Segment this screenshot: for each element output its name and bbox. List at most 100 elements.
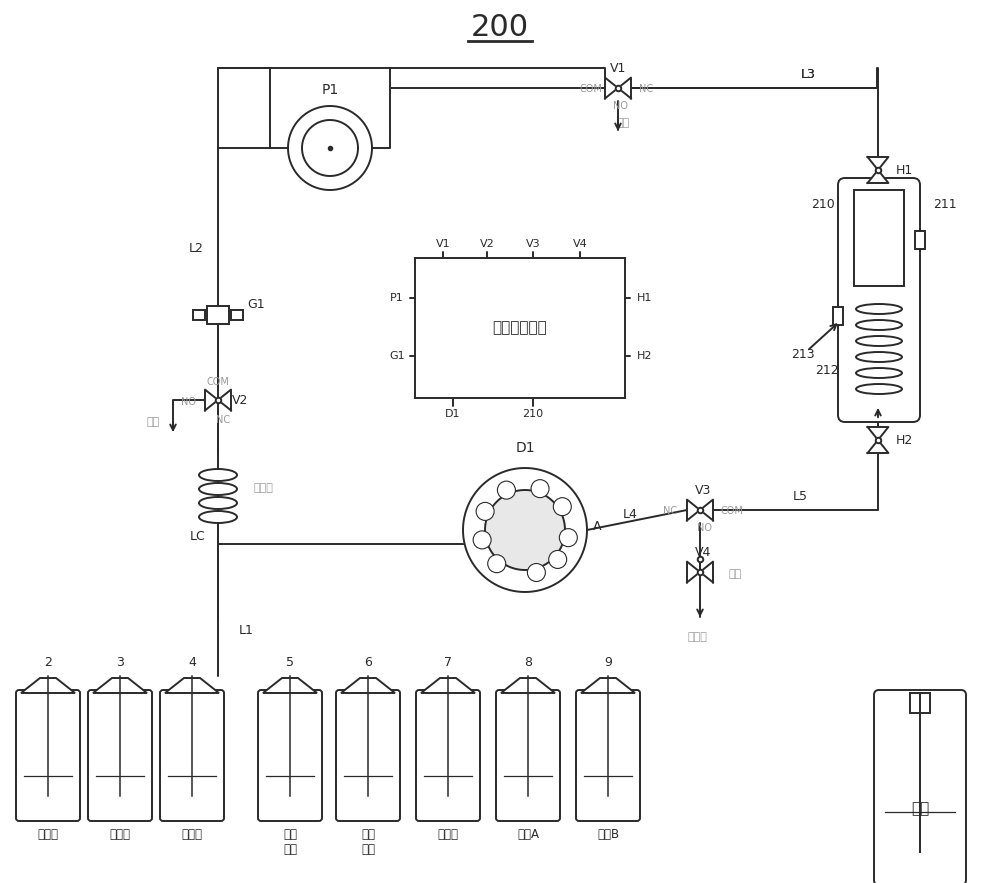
Text: 实际
水样: 实际 水样 <box>283 828 297 856</box>
Text: 性能
水样: 性能 水样 <box>361 828 375 856</box>
FancyBboxPatch shape <box>16 690 80 821</box>
Text: H2: H2 <box>895 434 913 447</box>
Text: 9: 9 <box>555 555 561 564</box>
FancyBboxPatch shape <box>576 690 640 821</box>
Ellipse shape <box>199 483 237 495</box>
Text: H1: H1 <box>637 293 653 303</box>
Text: LC: LC <box>190 530 206 542</box>
Ellipse shape <box>473 531 491 549</box>
FancyBboxPatch shape <box>416 690 480 821</box>
FancyBboxPatch shape <box>336 690 400 821</box>
Text: 4: 4 <box>482 507 488 517</box>
Text: 稀释液: 稀释液 <box>438 828 458 841</box>
Polygon shape <box>263 678 317 693</box>
Text: NO: NO <box>180 397 196 407</box>
Polygon shape <box>485 490 565 570</box>
FancyBboxPatch shape <box>915 231 925 249</box>
Text: L3: L3 <box>801 67 815 80</box>
Ellipse shape <box>856 352 902 362</box>
Text: V2: V2 <box>232 395 248 407</box>
Text: 212: 212 <box>815 365 839 378</box>
FancyBboxPatch shape <box>833 307 843 325</box>
Text: D1: D1 <box>445 409 461 419</box>
Text: V2: V2 <box>480 239 494 249</box>
Polygon shape <box>868 170 888 183</box>
Text: 5: 5 <box>503 485 510 495</box>
Text: V4: V4 <box>695 546 711 559</box>
Text: A: A <box>593 520 601 533</box>
FancyBboxPatch shape <box>415 258 625 398</box>
Text: L2: L2 <box>189 241 203 254</box>
Ellipse shape <box>856 336 902 346</box>
Polygon shape <box>700 500 713 520</box>
Polygon shape <box>421 678 475 693</box>
Text: L1: L1 <box>239 623 253 637</box>
Text: NC: NC <box>663 506 677 516</box>
Text: P1: P1 <box>321 83 339 97</box>
Text: COM: COM <box>207 377 229 387</box>
Text: 标样一: 标样一 <box>38 828 58 841</box>
Text: V1: V1 <box>610 62 626 74</box>
Text: P1: P1 <box>390 293 404 303</box>
Polygon shape <box>288 106 372 190</box>
Text: 定量环: 定量环 <box>253 483 273 493</box>
Text: 210: 210 <box>522 409 544 419</box>
Ellipse shape <box>199 511 237 523</box>
Ellipse shape <box>549 550 567 569</box>
Polygon shape <box>700 562 713 583</box>
Polygon shape <box>501 678 555 693</box>
Ellipse shape <box>199 469 237 481</box>
Polygon shape <box>868 427 888 440</box>
Text: 3: 3 <box>116 655 124 668</box>
Ellipse shape <box>476 502 494 520</box>
Ellipse shape <box>856 304 902 314</box>
FancyBboxPatch shape <box>838 178 920 422</box>
Text: 2: 2 <box>494 559 500 569</box>
Text: 200: 200 <box>471 13 529 42</box>
Text: NO: NO <box>698 523 712 533</box>
Text: L5: L5 <box>792 489 808 502</box>
FancyBboxPatch shape <box>193 310 205 320</box>
FancyBboxPatch shape <box>160 690 224 821</box>
Polygon shape <box>21 678 75 693</box>
Polygon shape <box>165 678 219 693</box>
Text: D1: D1 <box>515 441 535 455</box>
Text: 9: 9 <box>604 655 612 668</box>
Ellipse shape <box>488 555 506 573</box>
Polygon shape <box>868 157 888 170</box>
Polygon shape <box>93 678 147 693</box>
FancyBboxPatch shape <box>88 690 152 821</box>
Ellipse shape <box>856 368 902 378</box>
Text: 2: 2 <box>44 655 52 668</box>
Text: 标样二: 标样二 <box>110 828 130 841</box>
Text: 清洗液: 清洗液 <box>687 632 707 642</box>
Polygon shape <box>605 78 618 98</box>
FancyBboxPatch shape <box>258 690 322 821</box>
Ellipse shape <box>559 529 577 547</box>
Ellipse shape <box>856 384 902 394</box>
Polygon shape <box>581 678 635 693</box>
Text: V1: V1 <box>436 239 450 249</box>
Text: 213: 213 <box>791 348 815 360</box>
Text: 标样三: 标样三 <box>182 828 202 841</box>
Text: 试剂B: 试剂B <box>597 828 619 841</box>
FancyBboxPatch shape <box>874 690 966 883</box>
Text: NC: NC <box>216 415 230 425</box>
Text: 可编程控制器: 可编程控制器 <box>493 321 547 336</box>
Text: V3: V3 <box>695 484 711 496</box>
FancyBboxPatch shape <box>854 190 904 286</box>
Text: 8: 8 <box>565 532 571 543</box>
Text: 3: 3 <box>479 535 485 545</box>
Text: 211: 211 <box>933 199 957 212</box>
Text: COM: COM <box>580 84 602 94</box>
FancyBboxPatch shape <box>231 310 243 320</box>
Text: 7: 7 <box>559 502 565 511</box>
Text: 6: 6 <box>537 484 543 494</box>
Text: L3: L3 <box>801 67 815 80</box>
Text: 废液: 废液 <box>728 569 742 579</box>
Text: NC: NC <box>639 84 653 94</box>
Text: 210: 210 <box>811 199 835 212</box>
Ellipse shape <box>199 497 237 509</box>
Text: V4: V4 <box>573 239 587 249</box>
Polygon shape <box>463 468 587 592</box>
